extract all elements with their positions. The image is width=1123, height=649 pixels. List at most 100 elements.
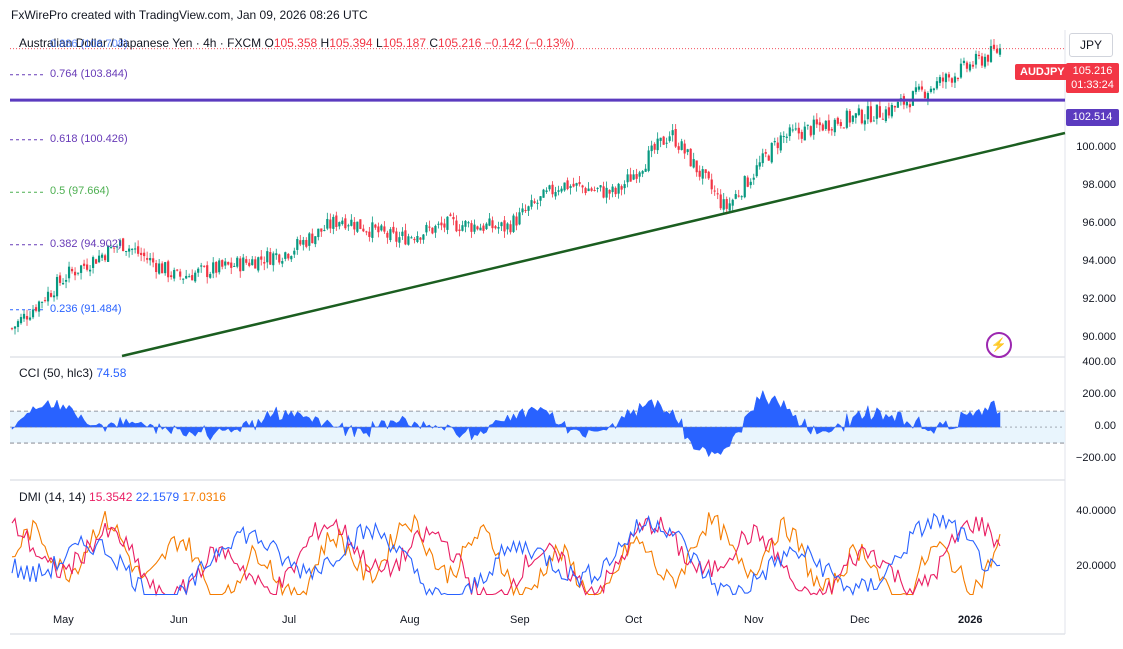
currency-selector[interactable]: JPY xyxy=(1069,33,1113,57)
time-axis-label: Sep xyxy=(510,614,530,626)
candle-body xyxy=(887,107,890,116)
candle-body xyxy=(371,222,374,238)
candle-body xyxy=(998,48,1002,55)
candle-body xyxy=(431,227,434,234)
candle-body xyxy=(800,131,803,139)
candle-body xyxy=(317,228,320,238)
candle-body xyxy=(197,268,200,273)
candle-body xyxy=(164,262,167,274)
dmi-label: DMI (14, 14) xyxy=(19,490,86,504)
candle-body xyxy=(386,232,389,238)
candle-body xyxy=(260,256,263,260)
candle-body xyxy=(380,225,383,231)
candle-body xyxy=(320,228,323,232)
cci-legend[interactable]: CCI (50, hlc3) 74.58 xyxy=(19,366,126,380)
candle-body xyxy=(995,48,999,53)
candle-body xyxy=(710,179,713,190)
candle-body xyxy=(179,271,182,277)
candle-body xyxy=(254,259,257,269)
candle-body xyxy=(110,247,113,249)
candle-body xyxy=(623,184,626,189)
candle-body xyxy=(749,181,752,186)
low-value: 105.187 xyxy=(382,36,427,50)
candle-body xyxy=(941,77,945,82)
cci-area xyxy=(11,389,1001,458)
candle-body xyxy=(182,278,185,280)
candle-body xyxy=(281,261,284,264)
candle-body xyxy=(368,231,371,237)
candle-body xyxy=(410,237,413,239)
candle-body xyxy=(103,255,107,261)
candle-body xyxy=(356,221,359,232)
cci-axis-label: 400.00 xyxy=(1082,356,1116,369)
symbol-header: Australian Dollar / Japanese Yen · 4h · … xyxy=(19,36,574,50)
candle-body xyxy=(458,229,461,232)
candle-body xyxy=(392,226,395,233)
candle-body xyxy=(455,220,458,232)
candle-body xyxy=(905,101,909,106)
candle-body xyxy=(584,188,587,194)
candle-body xyxy=(31,309,35,318)
time-axis-label: Nov xyxy=(744,614,764,626)
candle-body xyxy=(365,231,368,233)
candle-body xyxy=(146,258,149,260)
candle-body xyxy=(293,250,296,255)
candle-body xyxy=(635,174,638,179)
candle-body xyxy=(590,188,593,191)
candle-body xyxy=(158,263,161,274)
candle-body xyxy=(203,265,206,267)
time-axis-label: Aug xyxy=(400,614,420,626)
candle-body xyxy=(989,46,993,62)
candle-body xyxy=(638,172,641,177)
candle-body xyxy=(67,266,71,279)
candle-body xyxy=(695,160,698,173)
candle-body xyxy=(758,162,761,167)
candle-body xyxy=(953,76,957,83)
candle-body xyxy=(863,120,866,125)
candle-body xyxy=(200,265,203,267)
candle-body xyxy=(488,218,491,226)
cci-value: 74.58 xyxy=(96,366,127,380)
candle-body xyxy=(587,188,590,192)
candle-body xyxy=(599,185,602,188)
minus-di-line xyxy=(11,516,1001,597)
candle-body xyxy=(767,155,770,161)
candle-body xyxy=(242,257,245,271)
candle-body xyxy=(830,129,833,131)
cci-axis-label: −200.00 xyxy=(1075,452,1116,465)
candle-body xyxy=(809,126,812,136)
candle-body xyxy=(461,225,464,231)
adx-line xyxy=(11,511,1001,597)
candle-body xyxy=(79,265,83,273)
candle-body xyxy=(106,246,110,262)
candle-body xyxy=(338,222,341,227)
candle-body xyxy=(125,251,128,253)
dmi-axis-label: 20.0000 xyxy=(1076,560,1116,573)
candle-body xyxy=(722,199,725,210)
candle-body xyxy=(91,257,95,268)
candle-body xyxy=(962,60,966,64)
candle-body xyxy=(836,117,839,124)
candle-body xyxy=(959,63,963,78)
dmi-legend[interactable]: DMI (14, 14) 15.3542 22.1579 17.0316 xyxy=(19,490,226,504)
lightning-logo-icon[interactable]: ⚡ xyxy=(986,332,1012,358)
candle-body xyxy=(227,262,230,265)
candle-body xyxy=(428,226,431,228)
candle-body xyxy=(602,186,605,198)
candle-body xyxy=(100,254,104,258)
candle-body xyxy=(374,224,377,228)
candle-body xyxy=(251,259,254,266)
candle-body xyxy=(530,200,533,207)
candle-body xyxy=(137,246,140,254)
candle-body xyxy=(290,256,293,260)
open-label: O xyxy=(264,36,274,50)
candle-body xyxy=(689,148,692,167)
candle-body xyxy=(272,253,275,266)
candle-body xyxy=(743,176,746,198)
candle-body xyxy=(149,258,152,261)
candle-body xyxy=(680,141,683,150)
candle-body xyxy=(797,127,800,134)
candle-body xyxy=(926,93,930,100)
candle-body xyxy=(452,216,455,220)
